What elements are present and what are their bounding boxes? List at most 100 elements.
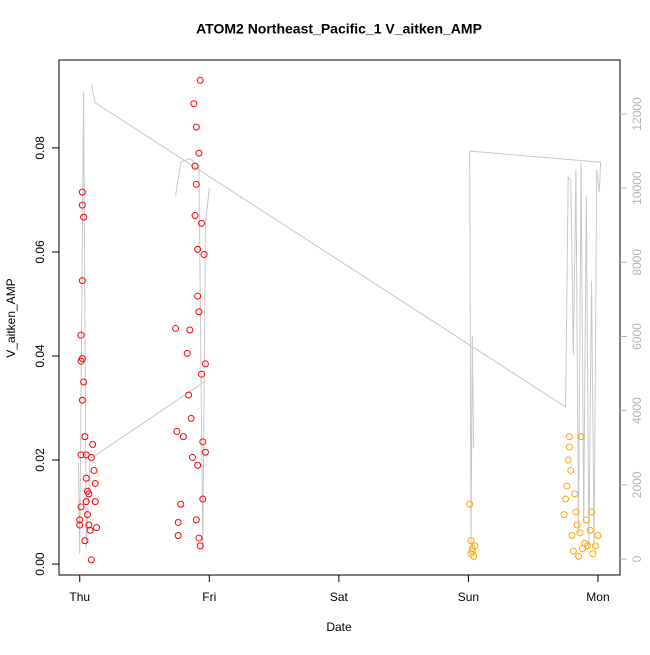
point [179,433,187,441]
point [191,162,199,170]
point [86,526,94,534]
point [78,201,86,209]
point [191,212,199,220]
point [192,123,200,131]
point [87,556,95,564]
point [201,360,209,368]
point [577,433,585,441]
point [76,521,84,529]
y-tick-label: 0.06 [33,240,47,264]
point [567,466,575,474]
point [589,550,597,558]
point [569,547,577,555]
point [192,180,200,188]
y2-tick-label: 12000 [630,97,644,131]
x-tick-label: Mon [586,590,609,604]
point [194,292,202,300]
point [80,378,88,386]
y2-tick-label: 2000 [630,471,644,498]
point [78,188,86,196]
point [572,508,580,516]
point [200,251,208,259]
chart-title: ATOM2 Northeast_Pacific_1 V_aitken_AMP [196,21,482,37]
point [78,277,86,285]
point [563,482,571,490]
point [91,479,99,487]
point [77,451,85,459]
point [196,76,204,84]
point [584,542,592,550]
point [565,433,573,441]
y2-tick-label: 8000 [630,249,644,276]
point [195,534,203,542]
point [77,331,85,339]
point [185,391,193,399]
point [591,542,599,550]
point [84,511,92,519]
point [190,100,198,108]
point [81,537,89,545]
point [562,495,570,503]
x-tick-label: Fri [202,590,216,604]
point [198,370,206,378]
point [173,427,181,435]
point [187,414,195,422]
point [78,355,86,363]
point [568,531,576,539]
point [93,524,101,532]
point [194,245,202,253]
point [196,542,204,550]
point [466,500,474,508]
point [586,526,594,534]
point [199,438,207,446]
point [91,498,99,506]
point [467,537,475,545]
point [195,308,203,316]
point [571,490,579,498]
y2-tick-label: 6000 [630,323,644,350]
line-series [77,84,602,554]
point [201,448,209,456]
y-tick-label: 0.02 [33,448,47,472]
point [186,326,194,334]
point [468,547,476,555]
point [76,516,84,524]
point [195,149,203,157]
point [172,324,180,332]
point [199,495,207,503]
y2-tick-label: 0 [630,555,644,562]
y-tick-label: 0.04 [33,344,47,368]
point [194,461,202,469]
point [560,511,568,519]
y-axis-label: V_aitken_AMP [4,278,18,357]
point [565,443,573,451]
point [594,531,602,539]
point [183,349,191,357]
point [77,503,85,511]
point [564,456,572,464]
x-tick-label: Sat [330,590,349,604]
point [188,453,196,461]
point [198,219,206,227]
point [576,529,584,537]
point [82,474,90,482]
x-axis-label: Date [326,620,352,634]
point [174,518,182,526]
point [87,453,95,461]
x-tick-label: Sun [458,590,479,604]
point [90,466,98,474]
point [81,433,89,441]
y2-tick-label: 10000 [630,171,644,205]
point [587,508,595,516]
x-tick-label: Thu [69,590,90,604]
point [192,516,200,524]
point [582,516,590,524]
point [85,490,93,498]
point [89,440,97,448]
point [174,531,182,539]
point [573,521,581,529]
plot-frame [58,59,621,576]
y-tick-label: 0.08 [33,136,47,160]
point [177,500,185,508]
